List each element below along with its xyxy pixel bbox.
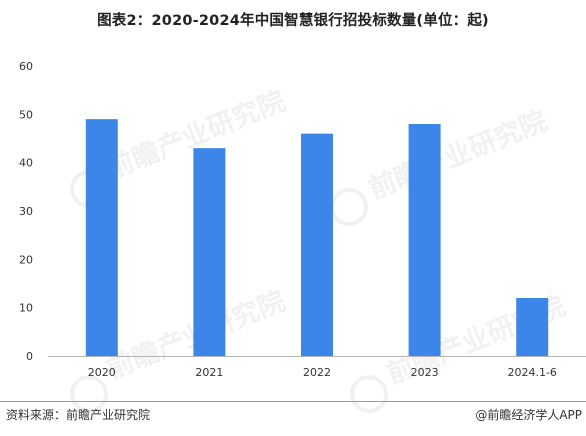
- y-tick-label: 0: [26, 350, 33, 363]
- footer-divider: [0, 401, 586, 402]
- bar-2023: [408, 124, 441, 356]
- y-tick-label: 50: [19, 108, 33, 121]
- bar-2024.1-6: [516, 298, 549, 356]
- y-tick-label: 60: [19, 60, 33, 73]
- bar-2021: [193, 148, 226, 356]
- y-tick-label: 30: [19, 205, 33, 218]
- bar-2022: [301, 133, 333, 356]
- y-tick-label: 20: [19, 253, 33, 266]
- credit-note: @前瞻经济学人APP: [475, 408, 582, 422]
- y-tick-label: 10: [19, 302, 33, 315]
- bar-chart: 0 10 20 30 40 50 60 2020 2021 2022 2023 2024.1-6: [19, 60, 586, 379]
- x-tick-label: 2023: [411, 366, 439, 379]
- x-tick-label: 2021: [195, 366, 223, 379]
- source-note: 资料来源：前瞻产业研究院: [6, 408, 151, 422]
- chart-title: 图表2：2020-2024年中国智慧银行招投标数量(单位：起): [97, 13, 489, 29]
- y-tick-label: 40: [19, 157, 33, 170]
- x-tick-label: 2020: [88, 366, 116, 379]
- x-tick-label: 2024.1-6: [507, 366, 556, 379]
- bar-2020: [85, 119, 118, 357]
- x-tick-label: 2022: [303, 366, 331, 379]
